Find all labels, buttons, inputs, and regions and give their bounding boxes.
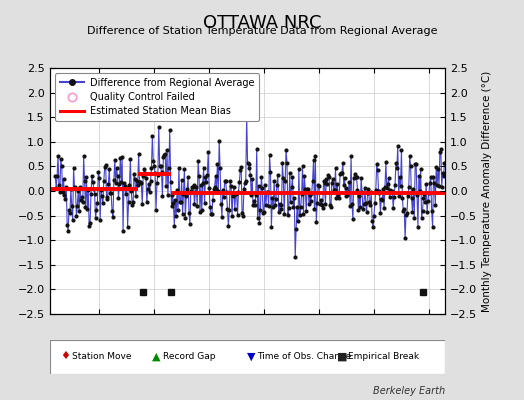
Text: ▲: ▲	[152, 351, 161, 361]
Text: Time of Obs. Change: Time of Obs. Change	[257, 352, 352, 361]
Text: Difference of Station Temperature Data from Regional Average: Difference of Station Temperature Data f…	[87, 26, 437, 36]
Text: Station Move: Station Move	[72, 352, 131, 361]
Legend: Difference from Regional Average, Quality Control Failed, Estimated Station Mean: Difference from Regional Average, Qualit…	[54, 73, 259, 121]
Text: Empirical Break: Empirical Break	[348, 352, 420, 361]
Y-axis label: Monthly Temperature Anomaly Difference (°C): Monthly Temperature Anomaly Difference (…	[482, 70, 492, 312]
FancyBboxPatch shape	[50, 340, 445, 374]
Text: ♦: ♦	[61, 351, 71, 361]
Text: ■: ■	[337, 351, 348, 361]
Text: Record Gap: Record Gap	[162, 352, 215, 361]
Text: ▼: ▼	[247, 351, 256, 361]
Text: OTTAWA NRC: OTTAWA NRC	[203, 14, 321, 32]
Text: Berkeley Earth: Berkeley Earth	[373, 386, 445, 396]
